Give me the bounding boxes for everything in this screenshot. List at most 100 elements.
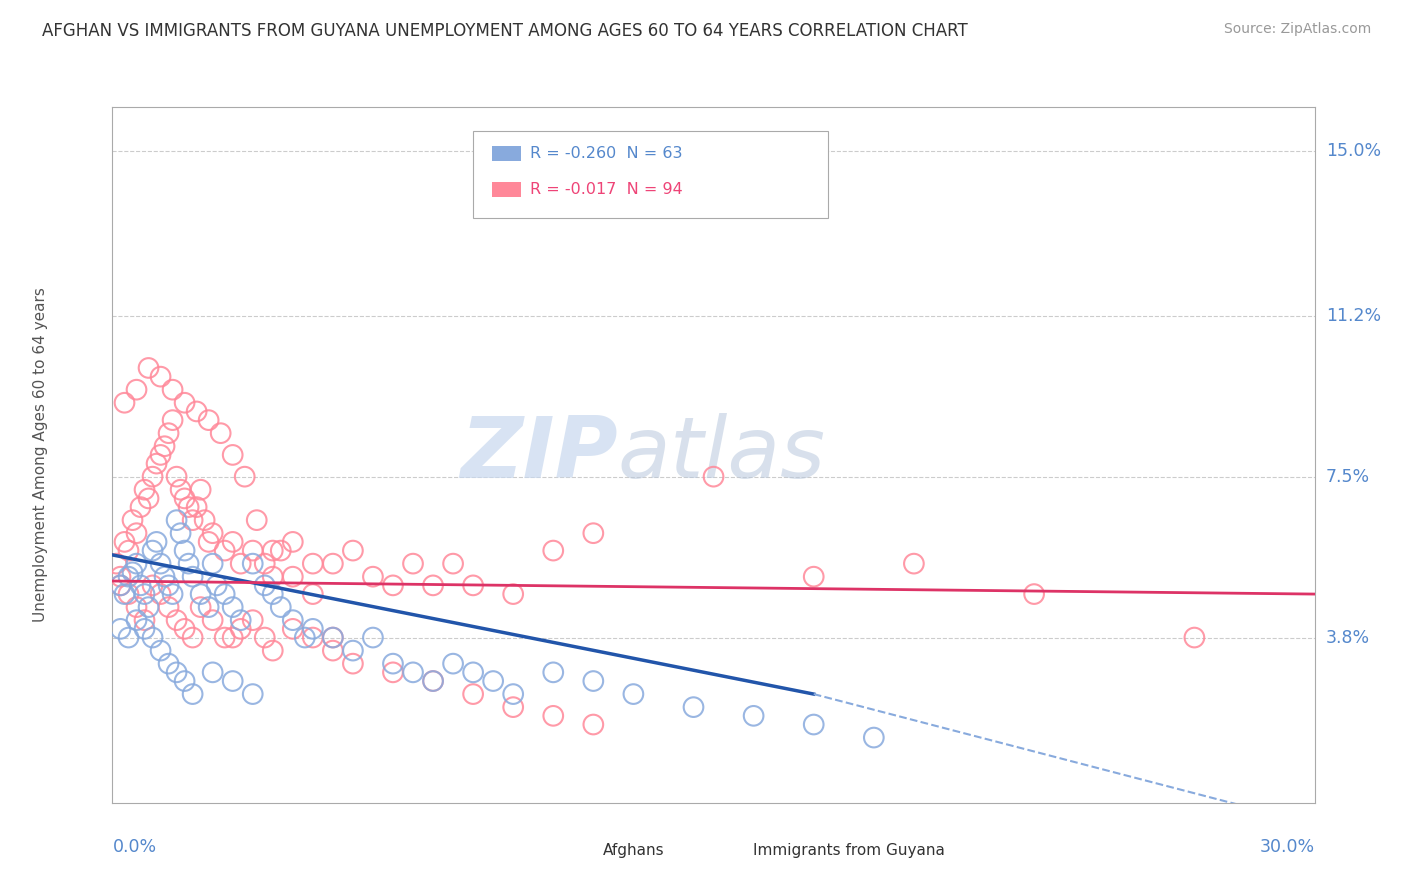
- Point: [742, 708, 765, 723]
- Text: 11.2%: 11.2%: [1326, 307, 1381, 325]
- Point: [229, 613, 252, 627]
- Point: [543, 708, 565, 723]
- Text: 30.0%: 30.0%: [1260, 838, 1315, 855]
- Point: [149, 448, 172, 462]
- Point: [114, 535, 136, 549]
- Point: [253, 631, 276, 645]
- Point: [246, 513, 269, 527]
- Text: Immigrants from Guyana: Immigrants from Guyana: [754, 843, 945, 857]
- Text: R = -0.017  N = 94: R = -0.017 N = 94: [530, 182, 682, 197]
- Point: [1184, 631, 1206, 645]
- Point: [863, 731, 886, 745]
- Point: [110, 578, 132, 592]
- Point: [253, 557, 276, 571]
- Point: [342, 643, 364, 657]
- Point: [186, 404, 208, 418]
- Point: [110, 570, 132, 584]
- Point: [157, 426, 180, 441]
- Point: [441, 557, 464, 571]
- Point: [121, 513, 143, 527]
- Point: [262, 643, 284, 657]
- Point: [129, 500, 152, 514]
- Point: [110, 578, 132, 592]
- Point: [502, 700, 524, 714]
- Point: [173, 543, 195, 558]
- Text: ZIP: ZIP: [460, 413, 617, 497]
- Point: [253, 578, 276, 592]
- Point: [582, 674, 605, 689]
- Point: [270, 543, 292, 558]
- Point: [322, 631, 344, 645]
- FancyBboxPatch shape: [472, 131, 828, 219]
- Point: [242, 557, 264, 571]
- Point: [382, 665, 405, 680]
- Point: [502, 587, 524, 601]
- Point: [482, 674, 505, 689]
- Point: [222, 674, 245, 689]
- Point: [162, 413, 184, 427]
- Point: [169, 483, 191, 497]
- Point: [262, 587, 284, 601]
- Point: [149, 587, 172, 601]
- Point: [422, 674, 444, 689]
- Point: [114, 396, 136, 410]
- Point: [141, 578, 163, 592]
- Point: [461, 687, 484, 701]
- Point: [903, 557, 925, 571]
- Point: [441, 657, 464, 671]
- Text: Source: ZipAtlas.com: Source: ZipAtlas.com: [1223, 22, 1371, 37]
- Text: 15.0%: 15.0%: [1326, 142, 1381, 160]
- Point: [242, 613, 264, 627]
- Point: [281, 535, 304, 549]
- Point: [173, 674, 195, 689]
- Point: [302, 622, 325, 636]
- Point: [382, 578, 405, 592]
- Point: [121, 566, 143, 580]
- Point: [177, 557, 200, 571]
- Point: [157, 578, 180, 592]
- Point: [117, 631, 139, 645]
- Point: [138, 600, 160, 615]
- Point: [543, 665, 565, 680]
- Point: [173, 622, 195, 636]
- Point: [181, 631, 204, 645]
- FancyBboxPatch shape: [568, 842, 598, 859]
- Point: [125, 383, 148, 397]
- Point: [177, 500, 200, 514]
- Point: [201, 526, 224, 541]
- Text: 0.0%: 0.0%: [112, 838, 156, 855]
- Point: [162, 587, 184, 601]
- Point: [169, 526, 191, 541]
- Point: [149, 643, 172, 657]
- Point: [322, 631, 344, 645]
- Point: [134, 483, 156, 497]
- Point: [181, 687, 204, 701]
- Point: [402, 665, 425, 680]
- Point: [582, 526, 605, 541]
- Point: [461, 578, 484, 592]
- Point: [281, 570, 304, 584]
- Point: [145, 535, 167, 549]
- Point: [181, 570, 204, 584]
- Point: [803, 717, 825, 731]
- Point: [157, 600, 180, 615]
- Point: [181, 513, 204, 527]
- Point: [197, 535, 219, 549]
- Point: [125, 613, 148, 627]
- FancyBboxPatch shape: [492, 182, 522, 197]
- Point: [382, 657, 405, 671]
- Point: [702, 469, 725, 483]
- Point: [117, 587, 139, 601]
- Point: [1024, 587, 1046, 601]
- Point: [361, 631, 384, 645]
- Point: [141, 469, 163, 483]
- Point: [117, 543, 139, 558]
- Point: [138, 491, 160, 506]
- Point: [342, 657, 364, 671]
- Point: [262, 543, 284, 558]
- Point: [186, 500, 208, 514]
- Point: [105, 557, 128, 571]
- Point: [621, 687, 644, 701]
- Point: [173, 491, 195, 506]
- Point: [502, 687, 524, 701]
